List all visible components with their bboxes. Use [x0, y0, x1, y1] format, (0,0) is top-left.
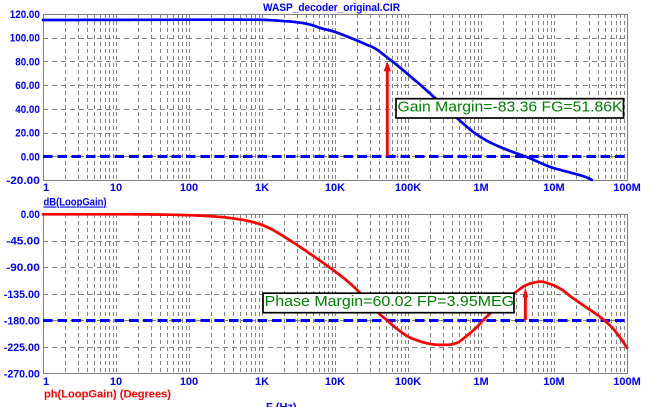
svg-text:Phase Margin=60.02 FP=3.95MEG: Phase Margin=60.02 FP=3.95MEG — [265, 294, 514, 310]
svg-text:-225.00: -225.00 — [4, 342, 40, 354]
svg-text:10M: 10M — [543, 376, 564, 388]
svg-text:-135.00: -135.00 — [4, 289, 40, 301]
svg-text:1M: 1M — [473, 182, 488, 194]
svg-text:10: 10 — [110, 182, 122, 194]
svg-text:-270.00: -270.00 — [4, 369, 40, 381]
svg-text:-20.00: -20.00 — [6, 175, 40, 187]
svg-text:80.00: 80.00 — [15, 56, 40, 68]
svg-text:1: 1 — [43, 376, 49, 388]
svg-text:ph(LoopGain) (Degrees): ph(LoopGain) (Degrees) — [44, 389, 171, 401]
svg-text:0.00: 0.00 — [21, 151, 40, 163]
svg-text:-180.00: -180.00 — [4, 315, 40, 327]
svg-text:1M: 1M — [473, 376, 488, 388]
svg-text:10K: 10K — [325, 182, 345, 194]
svg-text:WASP_decoder_original.CIR: WASP_decoder_original.CIR — [263, 2, 400, 14]
svg-text:100.00: 100.00 — [10, 33, 40, 45]
svg-text:100K: 100K — [395, 182, 421, 194]
svg-text:100K: 100K — [395, 376, 421, 388]
svg-text:40.00: 40.00 — [15, 104, 40, 116]
svg-text:1K: 1K — [255, 376, 269, 388]
svg-text:0.00: 0.00 — [21, 209, 40, 221]
svg-text:100M: 100M — [613, 182, 641, 194]
svg-text:1: 1 — [43, 182, 49, 194]
svg-text:100M: 100M — [613, 376, 641, 388]
svg-text:60.00: 60.00 — [15, 80, 40, 92]
svg-text:dB(LoopGain): dB(LoopGain) — [44, 197, 107, 209]
svg-text:20.00: 20.00 — [15, 128, 40, 140]
svg-text:1K: 1K — [255, 182, 269, 194]
svg-text:10: 10 — [110, 376, 122, 388]
svg-text:F (Hz): F (Hz) — [266, 402, 297, 407]
svg-text:Gain Margin=-83.36 FG=51.86K: Gain Margin=-83.36 FG=51.86K — [398, 100, 623, 116]
svg-text:100: 100 — [180, 182, 198, 194]
svg-text:10K: 10K — [325, 376, 345, 388]
svg-text:-45.00: -45.00 — [6, 236, 40, 248]
svg-text:-90.00: -90.00 — [6, 262, 40, 274]
svg-text:10M: 10M — [543, 182, 564, 194]
svg-text:120.00: 120.00 — [10, 9, 40, 21]
svg-text:100: 100 — [180, 376, 198, 388]
